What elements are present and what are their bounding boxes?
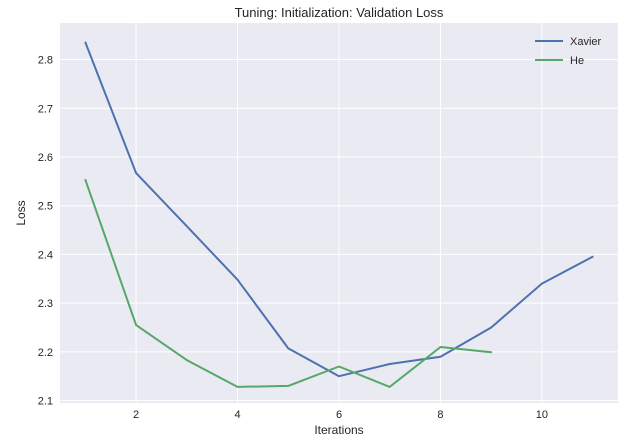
legend-label-xavier: Xavier xyxy=(570,36,602,48)
x-axis-label: Iterations xyxy=(314,423,363,437)
tick-labels: 2 4 6 8 10 2.1 2.2 2.3 2.4 2.5 2.6 2.7 2.8 xyxy=(38,55,548,421)
y-tick-label: 2.6 xyxy=(38,152,53,164)
legend-label-he: He xyxy=(570,55,584,67)
x-tick-label: 8 xyxy=(437,409,443,421)
x-tick-label: 2 xyxy=(133,409,139,421)
y-tick-label: 2.5 xyxy=(38,201,53,213)
grid xyxy=(60,23,618,403)
legend: Xavier He xyxy=(535,36,602,67)
series-layer xyxy=(84,41,594,388)
x-tick-label: 4 xyxy=(234,409,240,421)
y-tick-label: 2.4 xyxy=(38,249,53,261)
chart-title: Tuning: Initialization: Validation Loss xyxy=(235,5,444,20)
x-tick-label: 6 xyxy=(336,409,342,421)
y-tick-label: 2.1 xyxy=(38,396,53,408)
series-line-he xyxy=(84,178,493,388)
y-tick-label: 2.8 xyxy=(38,55,53,67)
y-tick-label: 2.3 xyxy=(38,298,53,310)
y-axis-label: Loss xyxy=(14,200,28,225)
y-tick-label: 2.7 xyxy=(38,103,53,115)
y-tick-label: 2.2 xyxy=(38,347,53,359)
x-tick-label: 10 xyxy=(536,409,548,421)
